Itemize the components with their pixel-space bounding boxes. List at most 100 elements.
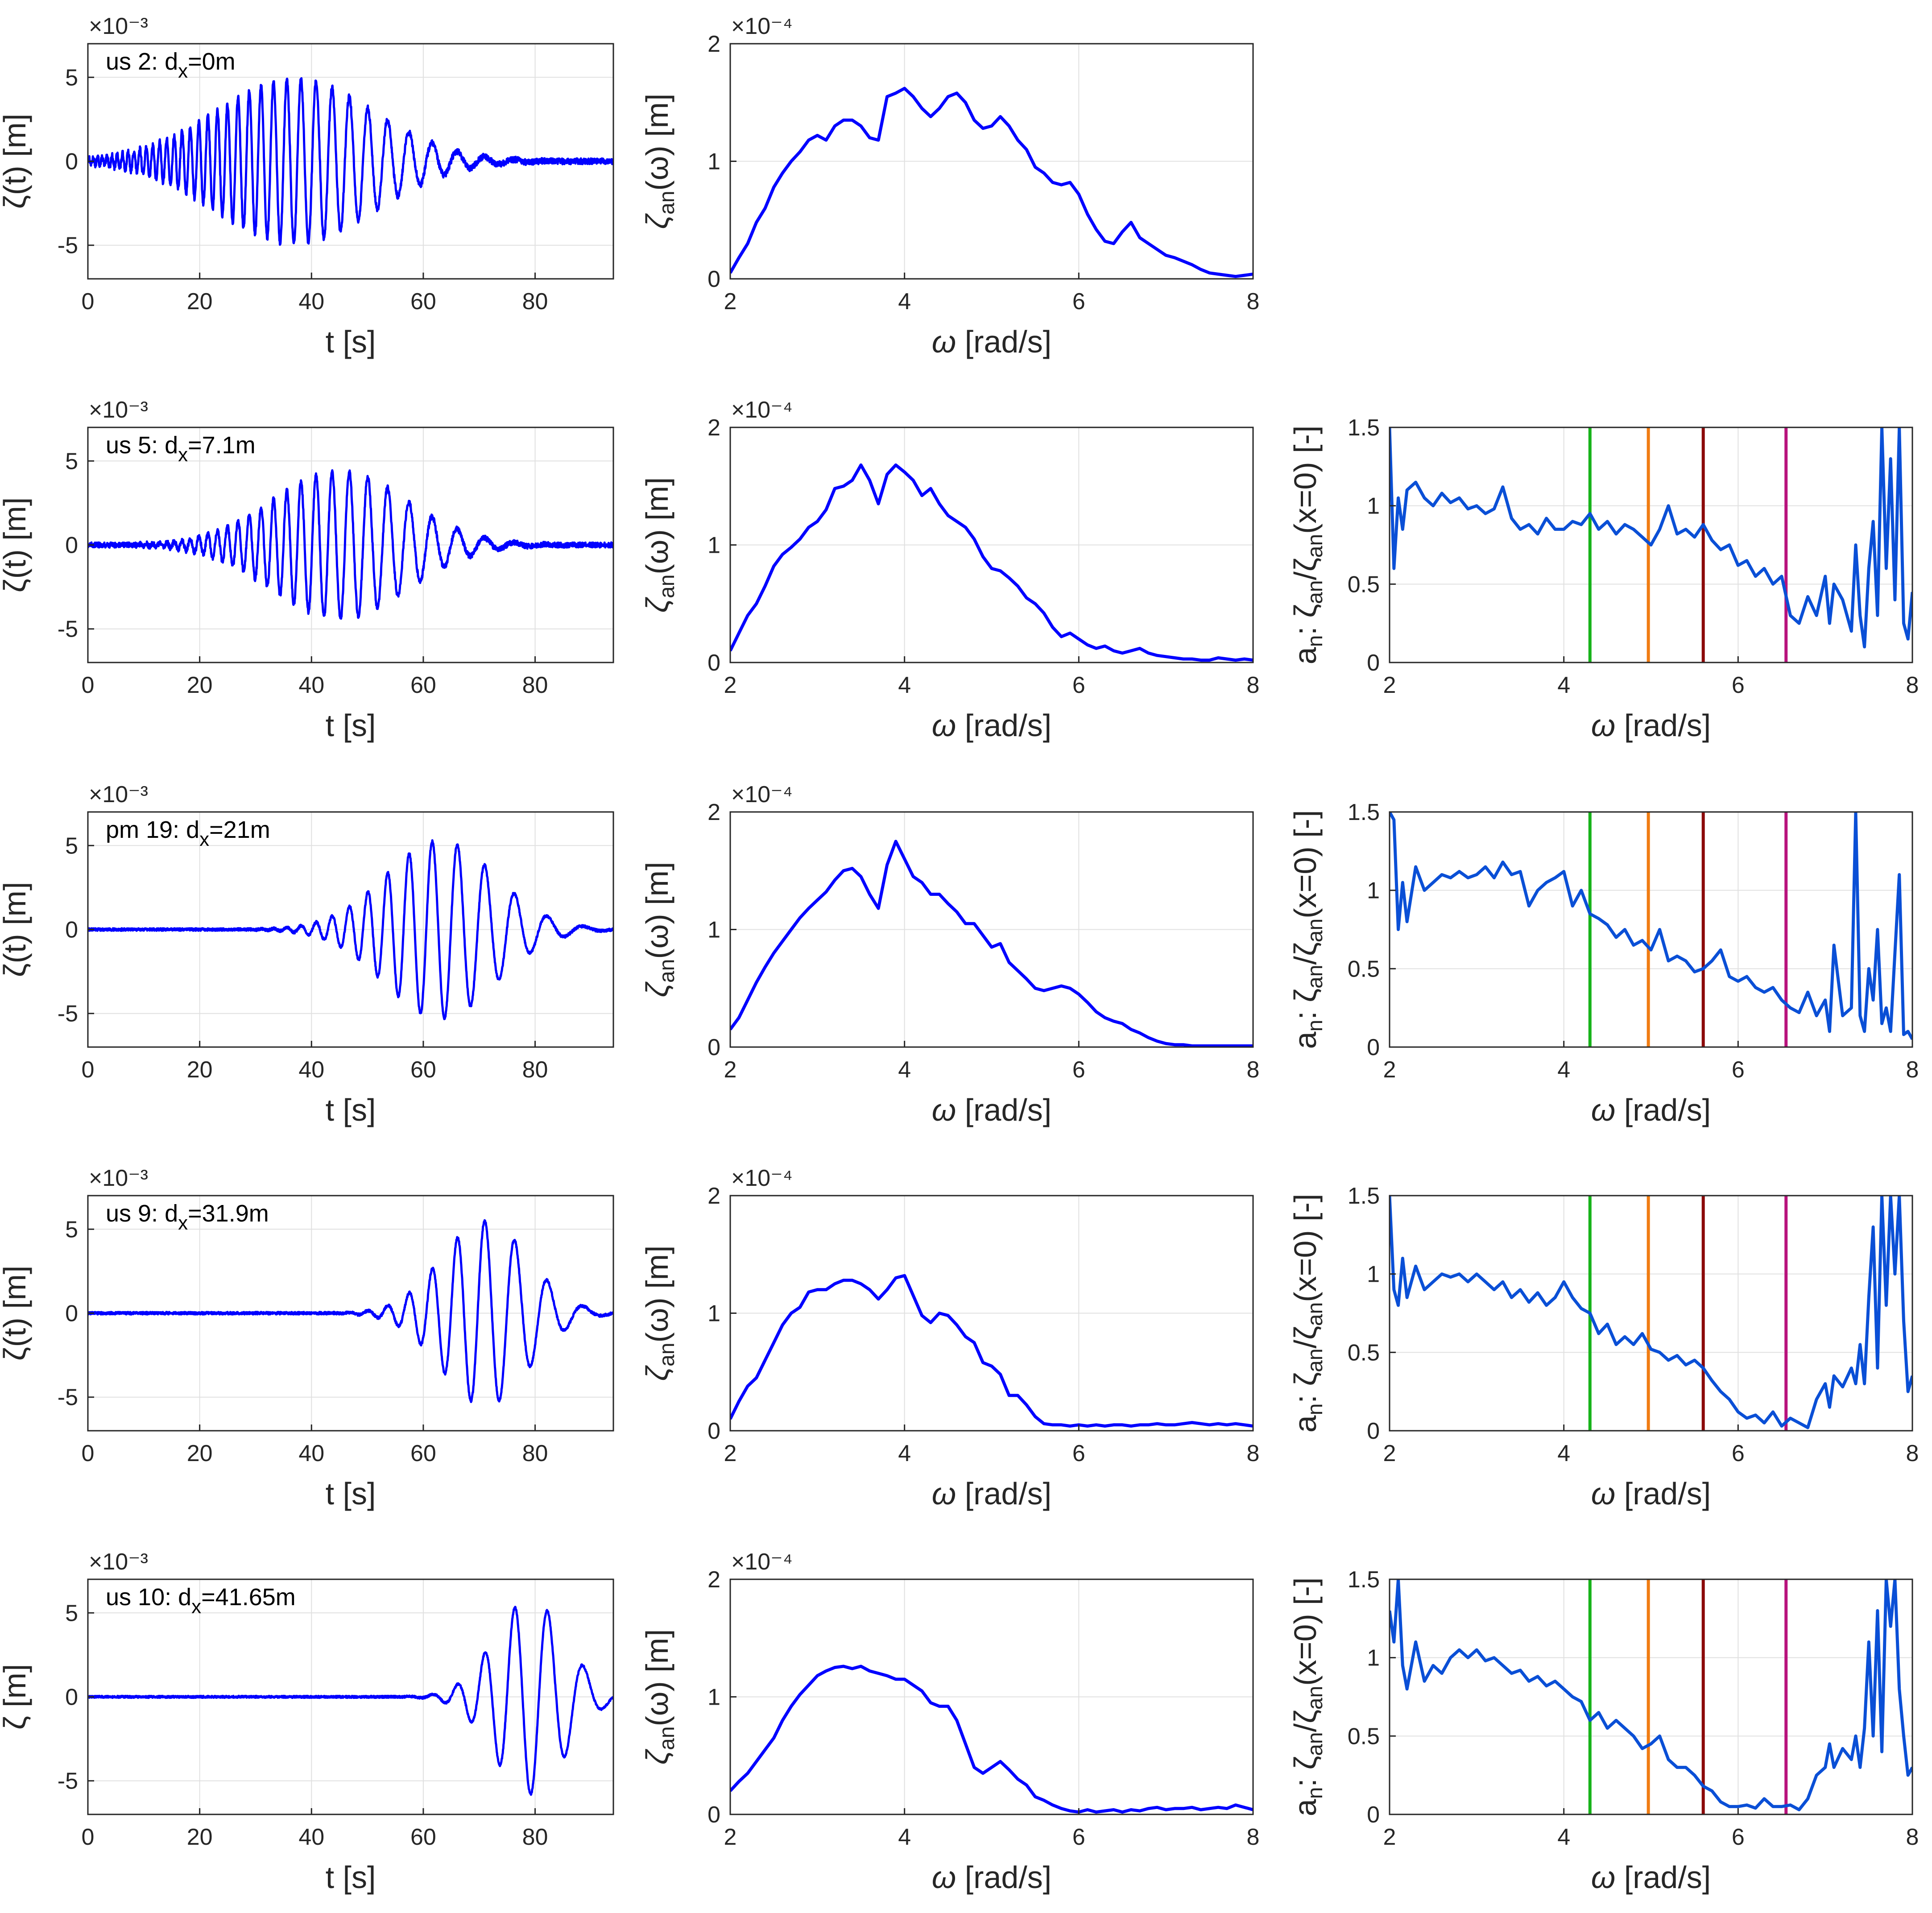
panel-r2-c1: 2 4 6 8 0 1 2 ×10⁻⁴ ω [rad/s] ζan(ω) [m] bbox=[640, 782, 1259, 1127]
x-tick-label: 0 bbox=[82, 1824, 95, 1850]
panel-r2-c0: 0 20 40 60 80 -5 0 5 ×10⁻³ pm 19: dx=21m t [s] ζ(t)… bbox=[0, 782, 614, 1127]
y-tick-label: 0 bbox=[1367, 1418, 1380, 1444]
x-tick-label: 60 bbox=[410, 672, 436, 698]
y-axis-label: an: ζan/ζan(x=0) [-] bbox=[1288, 1194, 1327, 1433]
y-tick-label: 0.5 bbox=[1348, 1340, 1380, 1366]
x-tick-label: 4 bbox=[1557, 1824, 1570, 1850]
x-tick-label: 4 bbox=[898, 672, 911, 698]
y-tick-label: 0 bbox=[65, 1301, 78, 1327]
x-tick-label: 8 bbox=[1247, 1057, 1260, 1083]
x-axis-label: ω [rad/s] bbox=[1591, 708, 1711, 743]
y-tick-label: 0 bbox=[65, 533, 78, 559]
x-axis-label: ω [rad/s] bbox=[932, 708, 1052, 743]
y-tick-label: 0 bbox=[1367, 1802, 1380, 1828]
x-tick-label: 40 bbox=[298, 1441, 324, 1466]
y-axis-label: ζ(t) [m] bbox=[0, 1266, 32, 1361]
x-axis-label: ω [rad/s] bbox=[1591, 1476, 1711, 1511]
panel-r4-c0: 0 20 40 60 80 -5 0 5 ×10⁻³ us 10: dx=41.65m t [s] ζ… bbox=[0, 1549, 614, 1895]
spectrum-line bbox=[730, 463, 1253, 662]
axis-exponent: ×10⁻⁴ bbox=[731, 397, 793, 423]
y-axis-label: ζan(ω) [m] bbox=[640, 94, 679, 229]
x-tick-label: 8 bbox=[1247, 289, 1260, 315]
axis-exponent: ×10⁻³ bbox=[89, 1165, 148, 1191]
x-tick-label: 8 bbox=[1906, 1057, 1919, 1083]
panel-r3-c2: 2 4 6 8 0 0.5 1 1.5 ω [rad/s] an: ζan/ζan(x=0) [-… bbox=[1288, 1183, 1919, 1511]
axes-box bbox=[1389, 1195, 1913, 1432]
x-tick-label: 20 bbox=[187, 1824, 213, 1850]
y-tick-label: 0 bbox=[707, 1418, 720, 1444]
panel-r1-c0: 0 20 40 60 80 -5 0 5 ×10⁻³ us 5: dx=7.1m t [s] ζ(t)… bbox=[0, 397, 614, 743]
y-tick-label: 1.5 bbox=[1348, 415, 1380, 441]
x-tick-label: 0 bbox=[82, 1057, 95, 1083]
x-tick-label: 6 bbox=[1732, 1824, 1745, 1850]
x-axis-label: ω [rad/s] bbox=[932, 1093, 1052, 1127]
y-axis-label: ζan(ω) [m] bbox=[640, 862, 679, 998]
x-axis-label: t [s] bbox=[326, 1476, 376, 1511]
y-tick-label: 1 bbox=[707, 1301, 720, 1327]
y-tick-label: 1 bbox=[707, 917, 720, 943]
x-tick-label: 6 bbox=[1072, 1441, 1085, 1466]
x-tick-label: 2 bbox=[1383, 1057, 1396, 1083]
axis-exponent: ×10⁻³ bbox=[89, 397, 148, 423]
x-tick-label: 80 bbox=[522, 289, 548, 315]
y-tick-label: 0 bbox=[65, 917, 78, 943]
y-tick-label: 1 bbox=[707, 149, 720, 175]
x-tick-label: 40 bbox=[298, 1057, 324, 1083]
x-tick-label: 2 bbox=[724, 672, 737, 698]
panel-r0-c1: 2 4 6 8 0 1 2 ×10⁻⁴ ω [rad/s] ζan(ω) [m] bbox=[640, 13, 1259, 359]
x-tick-label: 4 bbox=[898, 289, 911, 315]
x-tick-label: 2 bbox=[724, 1824, 737, 1850]
y-tick-label: 0 bbox=[65, 1685, 78, 1710]
y-tick-label: 1 bbox=[1367, 878, 1380, 904]
x-tick-label: 20 bbox=[187, 1441, 213, 1466]
x-tick-label: 20 bbox=[187, 1057, 213, 1083]
annotation-label: us 9: dx=31.9m bbox=[106, 1200, 269, 1234]
y-tick-label: 0 bbox=[1367, 650, 1380, 676]
y-tick-label: 1.5 bbox=[1348, 799, 1380, 825]
axis-exponent: ×10⁻³ bbox=[89, 782, 148, 807]
y-tick-label: 0 bbox=[1367, 1035, 1380, 1060]
y-tick-label: 0 bbox=[707, 1802, 720, 1828]
x-axis-label: t [s] bbox=[326, 1093, 376, 1127]
x-tick-label: 40 bbox=[298, 672, 324, 698]
annotation-label: pm 19: dx=21m bbox=[106, 816, 270, 850]
x-tick-label: 40 bbox=[298, 289, 324, 315]
panel-r1-c1: 2 4 6 8 0 1 2 ×10⁻⁴ ω [rad/s] ζan(ω) [m] bbox=[640, 397, 1259, 743]
x-tick-label: 6 bbox=[1732, 672, 1745, 698]
spectrum-line bbox=[730, 840, 1253, 1047]
time-series-line bbox=[88, 1606, 613, 1796]
y-tick-label: 0 bbox=[707, 650, 720, 676]
y-tick-label: -5 bbox=[58, 617, 78, 642]
y-tick-label: 5 bbox=[65, 833, 78, 859]
y-tick-label: 1 bbox=[1367, 493, 1380, 519]
x-tick-label: 80 bbox=[522, 1057, 548, 1083]
y-tick-label: 2 bbox=[707, 1183, 720, 1209]
x-axis-label: ω [rad/s] bbox=[1591, 1860, 1711, 1895]
axis-exponent: ×10⁻⁴ bbox=[731, 782, 793, 807]
x-tick-label: 2 bbox=[1383, 672, 1396, 698]
x-axis-label: t [s] bbox=[326, 324, 376, 359]
time-series-line bbox=[88, 469, 613, 620]
axis-exponent: ×10⁻³ bbox=[89, 1549, 148, 1575]
x-tick-label: 20 bbox=[187, 289, 213, 315]
axes-box bbox=[1389, 811, 1913, 1048]
x-tick-label: 6 bbox=[1072, 289, 1085, 315]
ratio-series-line bbox=[1390, 1196, 1912, 1429]
x-axis-label: t [s] bbox=[326, 708, 376, 743]
x-tick-label: 0 bbox=[82, 672, 95, 698]
x-tick-label: 8 bbox=[1906, 1824, 1919, 1850]
x-tick-label: 6 bbox=[1072, 672, 1085, 698]
axis-exponent: ×10⁻³ bbox=[89, 13, 148, 39]
y-tick-label: 1 bbox=[1367, 1645, 1380, 1671]
x-tick-label: 4 bbox=[898, 1824, 911, 1850]
y-tick-label: 0 bbox=[707, 266, 720, 292]
annotation-label: us 5: dx=7.1m bbox=[106, 432, 256, 466]
time-series-line bbox=[88, 1219, 613, 1403]
y-axis-label: ζan(ω) [m] bbox=[640, 1629, 679, 1765]
y-axis-label: an: ζan/ζan(x=0) [-] bbox=[1288, 810, 1327, 1049]
y-tick-label: 0 bbox=[707, 1035, 720, 1060]
x-axis-label: t [s] bbox=[326, 1860, 376, 1895]
annotation-label: us 10: dx=41.65m bbox=[106, 1584, 296, 1618]
x-tick-label: 80 bbox=[522, 672, 548, 698]
